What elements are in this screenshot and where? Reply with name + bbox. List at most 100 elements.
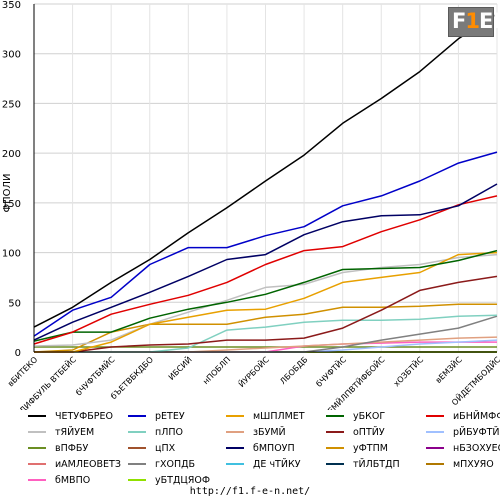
logo-background <box>448 7 494 37</box>
legend-swatch <box>128 431 146 433</box>
legend-item: пЛПО <box>128 425 183 439</box>
legend-swatch <box>426 415 444 417</box>
legend-swatch <box>28 447 46 449</box>
legend-swatch <box>28 463 46 465</box>
legend-label: ЧЕТУФБРЕО <box>55 410 114 422</box>
legend-item: уБКОГ <box>326 409 385 423</box>
legend-swatch <box>426 463 444 465</box>
legend-item: уФТПМ <box>326 441 388 455</box>
legend-label: оПТЙУ <box>353 426 385 438</box>
legend-item: уБТДЦЯОФ <box>128 473 210 487</box>
legend-swatch <box>28 479 46 481</box>
legend-item: бМПОУП <box>226 441 295 455</box>
legend-item: иАМЛЕОВЕТЗ <box>28 457 121 471</box>
legend-label: гХОПДБ <box>155 458 196 470</box>
x-tick-label: бЧУФТБМЙС <box>73 353 117 397</box>
legend-label: тЯЙУЕМ <box>55 426 95 438</box>
x-tick-label: бЧУФТЙС <box>313 353 348 388</box>
legend-swatch <box>226 463 244 465</box>
x-tick-label: чЕМЙЛПВТЙФБОЙС <box>321 353 387 410</box>
y-tick-label: 250 <box>2 99 21 110</box>
legend-item: гХОПДБ <box>128 457 195 471</box>
legend-label: цПХ <box>155 442 176 454</box>
y-axis-label: ФПОЛИ <box>2 174 13 213</box>
legend-item: зБУМЙ <box>226 425 286 439</box>
legend-label: тЙЛБТДП <box>353 458 400 470</box>
series-line <box>33 13 498 328</box>
y-tick-label: 200 <box>2 149 21 160</box>
series-line <box>33 195 498 345</box>
footer-url[interactable]: http://f1.f-e-n.net/ <box>189 486 311 497</box>
legend-label: уФТПМ <box>353 442 388 454</box>
x-tick-label: ЛБОБДБ <box>278 355 309 386</box>
legend-swatch <box>128 463 146 465</box>
legend-label: рЙБУФТЙ <box>453 426 500 438</box>
series-line <box>34 275 498 353</box>
legend-swatch <box>326 415 344 417</box>
legend-label: рЕТЕУ <box>155 410 185 422</box>
legend-swatch <box>226 447 244 449</box>
legend-label: пЛПО <box>155 426 183 438</box>
legend-swatch <box>326 447 344 449</box>
series-line <box>33 151 498 337</box>
legend-item: рЙБУФТЙ <box>426 425 500 439</box>
y-tick-label: 300 <box>2 50 21 61</box>
x-tick-label: нПОБЛП <box>201 355 232 386</box>
legend-swatch <box>426 431 444 433</box>
legend-label: уБКОГ <box>353 410 386 422</box>
legend-swatch <box>28 415 46 417</box>
legend-item: иБНЙМФФЮО <box>426 409 500 423</box>
legend-label: мШПЛМЕТ <box>253 410 305 422</box>
legend-label: уБТДЦЯОФ <box>155 474 210 486</box>
legend-label: мПХУЯО <box>453 458 494 470</box>
legend-item: вПФБУ <box>28 441 88 455</box>
x-tick-label: хОЗБТЙС <box>391 353 426 388</box>
x-tick-label: ИБСИЙ <box>165 354 193 382</box>
legend-label: вПФБУ <box>55 442 89 454</box>
legend-swatch <box>226 431 244 433</box>
logo-text-f: F <box>452 9 466 33</box>
legend-item: мПХУЯО <box>426 457 494 471</box>
legend-item: тЯЙУЕМ <box>28 425 94 439</box>
series-line <box>33 249 498 342</box>
logo-text: F1EN <box>452 9 500 33</box>
y-tick-label: 350 <box>2 0 21 11</box>
legend-label: бМВПО <box>55 474 91 486</box>
x-tick-label: вБИТЕКО <box>6 355 39 388</box>
logo-text-en: EN <box>478 9 500 33</box>
legend-item: оПТЙУ <box>326 425 385 439</box>
legend-swatch <box>28 431 46 433</box>
legend-swatch <box>326 431 344 433</box>
legend-item: тЙЛБТДП <box>326 457 400 471</box>
y-tick-label: 150 <box>2 199 21 210</box>
legend-swatch <box>326 463 344 465</box>
series-line <box>33 183 498 341</box>
logo-text-one: 1 <box>465 9 480 33</box>
legend-swatch <box>226 415 244 417</box>
f1-logo: F1EN <box>448 7 500 37</box>
legend-item: бМВПО <box>28 473 90 487</box>
legend-item: ДЕ чТЙКУ <box>226 457 301 471</box>
series-line <box>33 253 498 347</box>
legend-label: зБУМЙ <box>253 426 286 438</box>
legend-swatch <box>128 479 146 481</box>
legend-label: бМПОУП <box>253 442 295 454</box>
x-tick-label: вЕМЗЙС <box>432 353 464 385</box>
legend-label: иБНЙМФФЮО <box>453 410 500 422</box>
legend-item: рЕТЕУ <box>128 409 185 423</box>
series-line <box>34 251 498 353</box>
y-tick-label: 100 <box>2 249 21 260</box>
legend: ЧЕТУФБРЕО рЕТЕУ мШПЛМЕТ уБКОГ иБНЙМФФЮО тЯЙУЕ… <box>0 406 500 486</box>
legend-swatch <box>426 447 444 449</box>
legend-swatch <box>128 415 146 417</box>
y-tick-label: 50 <box>8 298 21 309</box>
legend-swatch <box>128 447 146 449</box>
legend-label: иАМЛЕОВЕТЗ <box>55 458 121 470</box>
legend-item: ЧЕТУФБРЕО <box>28 409 113 423</box>
legend-item: нБЗОХУЕО <box>426 441 500 455</box>
legend-label: ДЕ чТЙКУ <box>253 458 301 470</box>
y-tick-label: 0 <box>15 348 21 359</box>
legend-item: цПХ <box>128 441 175 455</box>
legend-item: мШПЛМЕТ <box>226 409 305 423</box>
